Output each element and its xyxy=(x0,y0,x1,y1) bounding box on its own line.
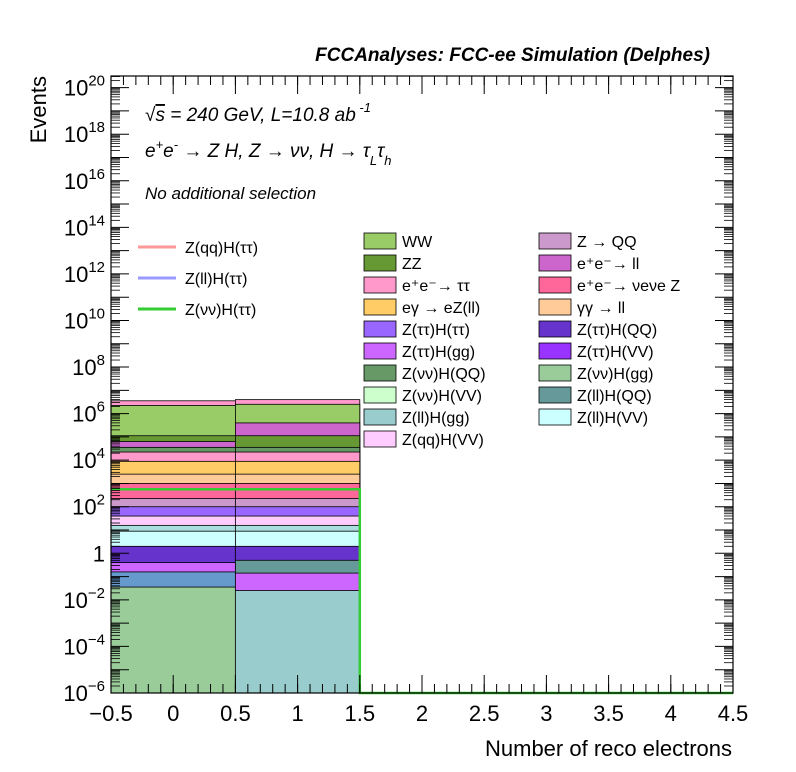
legend-swatch xyxy=(363,232,397,250)
x-tick-label: 3.5 xyxy=(593,701,624,726)
x-tick-label: 1.5 xyxy=(345,701,376,726)
y-tick-label: 1010 xyxy=(64,305,105,333)
legend-swatch xyxy=(363,364,397,382)
legend-signal-label: Z(ll)H(ττ) xyxy=(185,271,247,288)
legend-label: Z(ll)H(gg) xyxy=(402,410,470,427)
y-tick-label: 108 xyxy=(72,352,105,380)
legend-swatch xyxy=(538,364,572,382)
legend-label: e⁺e⁻→ ll xyxy=(577,256,639,273)
legend-swatch xyxy=(363,342,397,360)
legend-label: WW xyxy=(402,234,433,251)
legend-label: Z(νν)H(QQ) xyxy=(402,366,486,383)
legend-label: Z(qq)H(VV) xyxy=(402,432,484,449)
y-tick-label: 1018 xyxy=(64,119,105,147)
legend-signal-label: Z(qq)H(ττ) xyxy=(185,240,258,257)
x-axis-title: Number of reco electrons xyxy=(485,736,732,761)
legend-swatch xyxy=(538,232,572,250)
legend-label: e⁺e⁻→ νeνe Z xyxy=(577,278,680,295)
legend-swatch xyxy=(538,386,572,404)
legend-swatch xyxy=(538,342,572,360)
y-tick-label: 1020 xyxy=(64,73,105,101)
legend-swatch xyxy=(363,254,397,272)
y-axis-ticks: 10−6 10−4 10−2 1 102 104 106 108 1010 1012 1014 101… xyxy=(63,73,733,706)
x-tick-label: 0.5 xyxy=(220,701,251,726)
x-tick-label: 4.5 xyxy=(718,701,749,726)
legend-label: ZZ xyxy=(402,256,422,273)
y-tick-label: 104 xyxy=(72,445,105,473)
legend-label: Z(ττ)H(ττ) xyxy=(402,322,470,339)
legend-swatch xyxy=(363,298,397,316)
legend-label: Z(νν)H(gg) xyxy=(577,366,653,383)
y-tick-label: 106 xyxy=(72,399,105,427)
legend-swatch xyxy=(363,276,397,294)
legend-swatch xyxy=(538,408,572,426)
legend-swatch xyxy=(538,320,572,338)
y-tick-label: 1012 xyxy=(64,259,105,287)
y-tick-label: 1 xyxy=(93,541,105,566)
legend: Z(qq)H(ττ) Z(ll)H(ττ) Z(νν)H(ττ) WW Z → QQ ZZ… xyxy=(138,232,680,449)
legend-label: Z(ττ)H(VV) xyxy=(577,344,654,361)
x-tick-label: −0.5 xyxy=(89,701,132,726)
legend-label: Z(νν)H(VV) xyxy=(402,388,482,405)
x-tick-label: 2.5 xyxy=(469,701,500,726)
legend-label: Z(ττ)H(QQ) xyxy=(577,322,657,339)
info-energy-lumi: √s = 240 GeV, L=10.8 ab -1 xyxy=(145,100,371,126)
legend-label: Z(ll)H(QQ) xyxy=(577,388,652,405)
legend-swatch xyxy=(538,254,572,272)
x-tick-label: 3 xyxy=(540,701,552,726)
svg-text:√s = 240 GeV, L=10.8 ab -1: √s = 240 GeV, L=10.8 ab -1 xyxy=(145,100,371,126)
y-tick-label: 10−4 xyxy=(63,631,105,659)
x-tick-label: 1 xyxy=(291,701,303,726)
x-tick-label: 4 xyxy=(665,701,677,726)
stacked-histogram xyxy=(110,399,361,694)
legend-swatch xyxy=(538,276,572,294)
legend-signal-label: Z(νν)H(ττ) xyxy=(185,302,256,319)
y-tick-label: 10−6 xyxy=(63,678,105,706)
plot-header: FCCAnalyses: FCC-ee Simulation (Delphes) xyxy=(315,45,710,66)
info-process: e+e- → Z H, Z → νν, H → τLτh xyxy=(145,137,392,168)
legend-label: γγ → ll xyxy=(577,300,625,317)
y-tick-label: 102 xyxy=(72,492,105,520)
legend-label: eγ → eZ(ll) xyxy=(402,300,480,317)
info-selection: No additional selection xyxy=(145,184,316,203)
x-tick-label: 2 xyxy=(416,701,428,726)
y-axis-title: Events xyxy=(26,76,51,143)
svg-text:e+e- → Z H, Z → νν, H → τLτh: e+e- → Z H, Z → νν, H → τLτh xyxy=(145,137,392,168)
x-axis-ticks: −0.5 0 0.5 1 1.5 2 2.5 3 3.5 4 4.5 xyxy=(89,76,748,726)
legend-label: e⁺e⁻→ ττ xyxy=(402,278,470,295)
x-tick-label: 0 xyxy=(167,701,179,726)
legend-swatch xyxy=(363,408,397,426)
legend-swatch xyxy=(363,386,397,404)
legend-swatch xyxy=(538,298,572,316)
legend-label: Z(ll)H(VV) xyxy=(577,410,648,427)
y-tick-label: 1016 xyxy=(64,166,105,194)
legend-swatch xyxy=(363,430,397,448)
y-tick-label: 1014 xyxy=(64,212,105,240)
legend-label: Z → QQ xyxy=(577,234,637,251)
y-tick-label: 10−2 xyxy=(63,585,105,613)
legend-label: Z(ττ)H(gg) xyxy=(402,344,475,361)
legend-swatch xyxy=(363,320,397,338)
